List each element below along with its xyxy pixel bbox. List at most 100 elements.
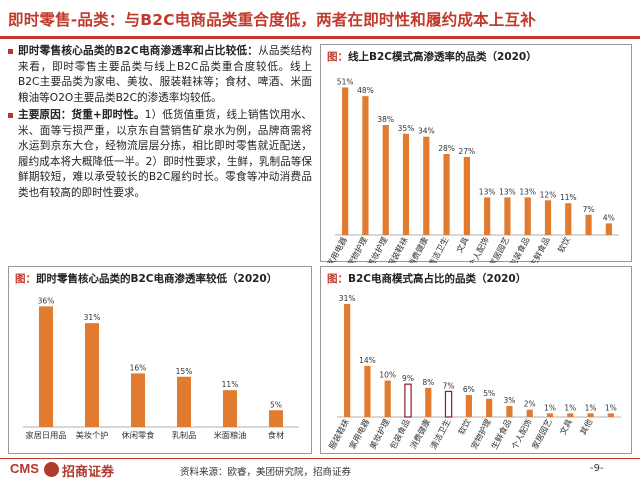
bar-0	[342, 87, 349, 235]
bar-5	[269, 410, 283, 427]
data-label-13: 1%	[605, 403, 617, 412]
data-label-5: 28%	[438, 144, 455, 153]
category-label-5: 清洁卫生	[426, 235, 450, 263]
bar-10	[544, 200, 552, 235]
bar-9	[524, 197, 531, 235]
bar-1	[362, 96, 369, 235]
data-label-4: 11%	[222, 380, 239, 389]
chart-title: 图：B2C电商模式高占比的品类（2020）	[327, 273, 527, 285]
data-label-13: 4%	[603, 213, 615, 222]
bullet-body: 从品类结构来看，即时零售主要品类与线上B2C品类重合度较低。线上B2C主要品类为…	[18, 45, 313, 104]
bullet-body: 1）低货值重货，线上销售饮用水、米、面等亏损严重，以京东自营销售矿泉水为例，品牌…	[18, 109, 312, 199]
bar-1	[364, 365, 371, 417]
data-label-3: 9%	[402, 374, 414, 383]
data-label-3: 15%	[176, 367, 193, 376]
footer: CMS 招商证券 资料来源：欧睿，美团研究院，招商证券 -9-	[0, 458, 640, 480]
chart-panel-instant-retail: 图：即时零售核心品类的B2C电商渗透率较低（2020） 36% 家居日用品 31% 美…	[8, 266, 312, 454]
data-label-8: 3%	[503, 396, 515, 405]
data-label-12: 1%	[585, 403, 597, 412]
bar-5	[444, 390, 453, 418]
category-label-3: 服装鞋袜	[386, 235, 410, 263]
bar-6	[465, 395, 472, 417]
source-note: 资料来源：欧睿，美团研究院，招商证券	[180, 467, 352, 478]
bar-13	[605, 223, 612, 235]
category-label-2: 休闲零食	[122, 430, 155, 440]
data-label-9: 2%	[524, 400, 536, 409]
bar-12	[585, 214, 592, 235]
bar-4	[425, 387, 432, 417]
data-label-11: 1%	[564, 403, 576, 412]
bar-5	[443, 154, 450, 235]
bar-6	[463, 156, 470, 235]
chart-title: 图：线上B2C模式高渗透率的品类（2020）	[327, 51, 537, 63]
category-label-9: 包装食品	[507, 235, 531, 263]
category-label-0: 家用电器	[325, 235, 349, 263]
page-title: 即时零售-品类：与B2C电商品类重合度低，两者在即时性和履约成本上互补	[8, 11, 536, 29]
data-label-1: 48%	[357, 86, 374, 95]
chart-panel-b2c-share: 图：B2C电商模式高占比的品类（2020） 31% 服装鞋袜 14% 家用电器 10% 美…	[320, 266, 632, 454]
bullet-lead: 即时零售核心品类的B2C电商渗透率和占比较低：	[18, 45, 259, 57]
bar-12	[587, 413, 594, 417]
bar-chart: 36% 家居日用品 31% 美妆个护 16% 休闲零食 15% 乳制品 11% 米面粮油 5% 食材	[23, 296, 299, 440]
bar-chart: 31%服装鞋袜14%家用电器10%美妆护理9%包装食品8%消费健康7%清洁卫生6…	[327, 294, 621, 451]
category-label-3: 乳制品	[172, 430, 197, 440]
bullet-lead: 主要原因：货重+即时性。	[18, 109, 145, 121]
text-panel: 即时零售核心品类的B2C电商渗透率和占比较低：从品类结构来看，即时零售主要品类与…	[8, 44, 312, 262]
data-label-7: 13%	[479, 187, 496, 196]
logo-mark-icon	[44, 462, 59, 477]
data-label-5: 5%	[270, 400, 282, 409]
bar-9	[526, 409, 533, 417]
category-label-11: 文具	[558, 417, 575, 436]
bullet-item: 主要原因：货重+即时性。1）低货值重货，线上销售饮用水、米、面等亏损严重，以京东…	[8, 108, 312, 201]
data-label-8: 13%	[499, 187, 516, 196]
bar-8	[504, 197, 511, 235]
bar-4	[423, 136, 430, 235]
bar-0	[344, 303, 351, 417]
data-label-5: 7%	[443, 381, 455, 390]
footer-divider	[0, 458, 640, 459]
bar-10	[546, 413, 554, 417]
data-label-2: 38%	[377, 115, 394, 124]
bar-1	[85, 323, 99, 427]
bar-3	[404, 383, 412, 418]
data-label-0: 36%	[38, 296, 55, 305]
data-label-6: 27%	[459, 147, 476, 156]
bar-chart: 51% 家用电器 48% 宠物护理 38% 美妆护理 35% 服装鞋袜 34% 消费健康 28% 清洁…	[325, 77, 619, 263]
bullet-item: 即时零售核心品类的B2C电商渗透率和占比较低：从品类结构来看，即时零售主要品类与…	[8, 44, 312, 106]
data-label-3: 35%	[398, 124, 415, 133]
category-label-6: 软饮	[456, 417, 473, 436]
category-label-6: 文具	[454, 235, 471, 254]
bar-13	[607, 413, 614, 417]
bar-3	[402, 133, 410, 235]
title-bar: 即时零售-品类：与B2C电商品类重合度低，两者在即时性和履约成本上互补	[0, 0, 640, 39]
category-label-1: 美妆个护	[76, 430, 109, 440]
data-label-1: 31%	[84, 313, 101, 322]
logo: CMS	[10, 461, 39, 476]
data-label-7: 5%	[483, 389, 495, 398]
data-label-0: 31%	[339, 294, 356, 303]
data-label-2: 16%	[130, 363, 147, 372]
category-label-5: 食材	[268, 430, 284, 440]
category-label-0: 家居日用品	[26, 430, 67, 440]
category-label-1: 宠物护理	[345, 235, 369, 263]
bar-8	[506, 406, 513, 417]
data-label-6: 6%	[463, 385, 475, 394]
category-label-7: 个人配饰	[467, 235, 491, 263]
data-label-4: 34%	[418, 127, 435, 136]
bar-2	[384, 380, 391, 417]
category-label-4: 消费健康	[406, 235, 430, 263]
data-label-11: 11%	[560, 193, 577, 202]
bar-3	[177, 376, 191, 427]
logo-text: 招商证券	[62, 465, 115, 480]
bar-7	[484, 197, 491, 235]
category-label-12: 其他	[578, 417, 595, 436]
category-label-8: 家居园艺	[487, 235, 511, 263]
bar-2	[131, 373, 145, 427]
chart-panel-b2c-penetration: 图：线上B2C模式高渗透率的品类（2020） 51% 家用电器 48% 宠物护理 38%…	[320, 44, 632, 263]
page-number: -9-	[590, 463, 604, 474]
category-label-2: 美妆护理	[365, 235, 389, 263]
category-label-11: 软饮	[556, 235, 573, 254]
data-label-12: 7%	[583, 205, 595, 214]
data-label-0: 51%	[337, 77, 354, 86]
data-label-2: 10%	[379, 371, 396, 380]
